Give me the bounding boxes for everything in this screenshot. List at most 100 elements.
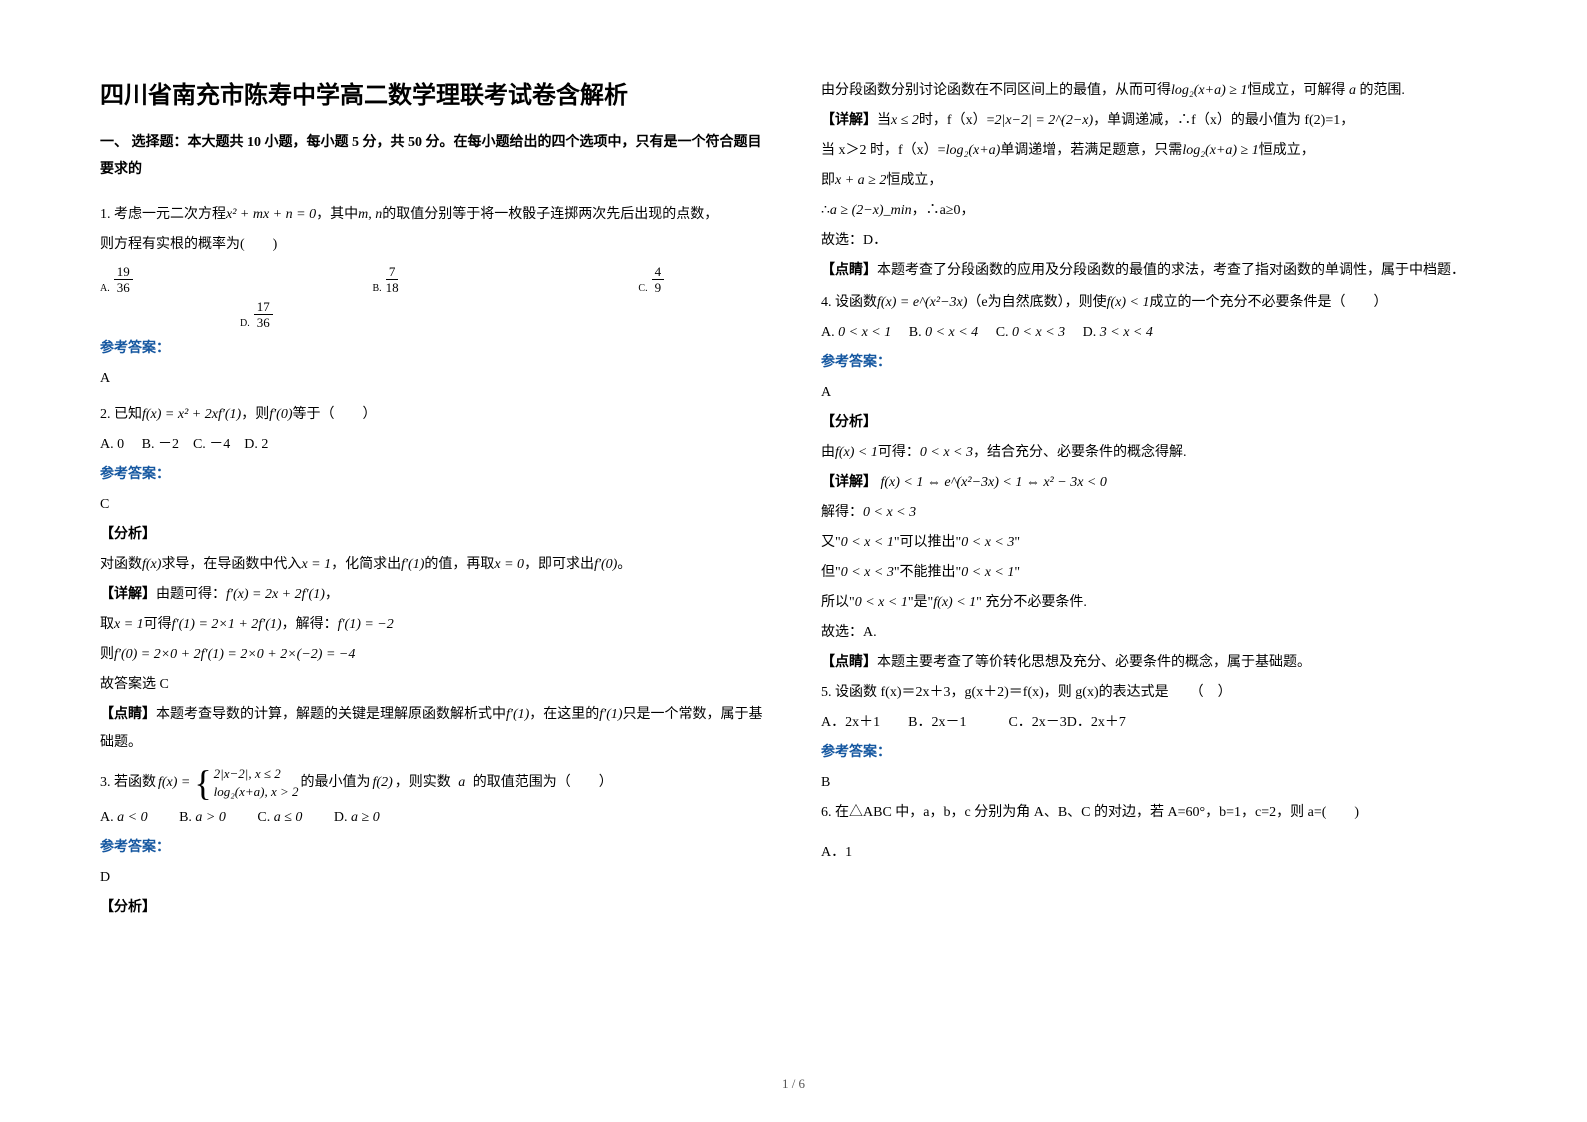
- q6-stem: 6. 在△ABC 中，a，b，c 分别为角 A、B、C 的对边，若 A=60°，…: [821, 799, 1487, 827]
- q4-options: A. 0 < x < 1 B. 0 < x < 4 C. 0 < x < 3 D…: [821, 319, 1487, 347]
- q2-comment-label: 【点睛】: [100, 707, 156, 722]
- q5-opts: A．2x＋1 B．2x－1 C．2x－3D．2x＋7: [821, 709, 1487, 737]
- q4-optC: 0 < x < 3: [1012, 325, 1065, 340]
- q3-r-comment-label: 【点睛】: [821, 263, 877, 278]
- q3-rd4-f: a ≥ (2−x)_min: [830, 203, 912, 218]
- q3-stem-b: 的最小值为: [301, 769, 371, 797]
- q3-optC-label: C.: [257, 810, 270, 825]
- q2-stem-a: 2. 已知: [100, 407, 142, 422]
- q2-f: f(x) = x² + 2xf′(1): [142, 407, 241, 422]
- q4-d5-f2: f(x) < 1: [933, 595, 976, 610]
- q4-d6: 故选：A.: [821, 619, 1487, 647]
- q5-answer: B: [821, 769, 1487, 797]
- q4-d2-a: 解得：: [821, 505, 863, 520]
- q4-d4-f1: 0 < x < 3: [841, 565, 894, 580]
- q2-stem-b: ，则: [241, 407, 269, 422]
- q4-d3-f2: 0 < x < 3: [961, 535, 1014, 550]
- q3-rd1-b: 时，f（x）=: [919, 113, 995, 128]
- q3-piecewise: f(x) = { 2|x−2|, x ≤ 2 log₂(x+a), x > 2: [158, 765, 299, 801]
- q4-an-f: f(x) < 1: [835, 445, 878, 460]
- q1-optA-label: A.: [100, 283, 110, 294]
- q2-a1-f: 。: [617, 557, 631, 572]
- q3-rd3-f: x + a ≥ 2: [835, 173, 886, 188]
- q2-c-a: 本题考查导数的计算，解题的关键是理解原函数解析式中: [156, 707, 506, 722]
- q3-rd1-f2: 2|x−2| = 2^(2−x): [994, 113, 1093, 128]
- q2-c-b: ，在这里的: [529, 707, 599, 722]
- q4-optA: 0 < x < 1: [838, 325, 891, 340]
- q1-stem-a: 1. 考虑一元二次方程: [100, 207, 226, 222]
- q3-answer: D: [100, 864, 766, 892]
- q2-c-f1: f′(1): [506, 707, 529, 722]
- q4-optB-label: B.: [909, 325, 922, 340]
- q4-d3-c: ": [1014, 535, 1020, 550]
- q3-rd4-b: ，∴a≥0，: [912, 203, 975, 218]
- q3-stem-c: ，则实数: [395, 769, 451, 797]
- q3-optA: a < 0: [117, 810, 147, 825]
- q2-a1-f4: x = 0: [494, 557, 524, 572]
- q2-d2-f2: f′(1) = 2×1 + 2f′(1): [172, 617, 282, 632]
- q3-rd3-a: 即: [821, 173, 835, 188]
- q1-stem-c: 的取值分别等于将一枚骰子连掷两次先后出现的点数，: [382, 207, 718, 222]
- q2-d1-f: f′(x) = 2x + 2f′(1): [226, 587, 325, 602]
- q3-rd2-c: 恒成立，: [1259, 143, 1315, 158]
- q2-d2-b: 可得: [144, 617, 172, 632]
- q2-opts: A. 0 B. －2 C. －4 D. 2: [100, 431, 766, 459]
- q2-a1-f2: x = 1: [301, 557, 331, 572]
- q3-stem-d: 的取值范围为（ ）: [473, 769, 613, 797]
- q3-case1: 2|x−2|, x ≤ 2: [214, 765, 299, 783]
- question-2: 2. 已知f(x) = x² + 2xf′(1)，则f′(0)等于（ ） A. …: [100, 401, 766, 757]
- q3-optB: a > 0: [195, 810, 225, 825]
- q2-a1-a: 对函数: [100, 557, 142, 572]
- left-column: 四川省南充市陈寿中学高二数学理联考试卷含解析 一、 选择题：本大题共 10 小题…: [100, 75, 766, 924]
- q2-a1-f3: f′(1): [401, 557, 424, 572]
- q4-d4-b: "不能推出": [894, 565, 961, 580]
- q2-a1-d: 的值，再取: [424, 557, 494, 572]
- q2-d2-f3: f′(1) = −2: [338, 617, 394, 632]
- q1-answer-label: 参考答案：: [100, 335, 766, 363]
- q4-d3-a: 又": [821, 535, 841, 550]
- q3-rd1-f1: x ≤ 2: [891, 113, 919, 128]
- q2-stem-c: 等于（ ）: [293, 407, 377, 422]
- q4-an-a: 由: [821, 445, 835, 460]
- q4-d5-b: "是": [908, 595, 933, 610]
- q4-an-f2: 0 < x < 3: [920, 445, 973, 460]
- q1-optB-frac: 718: [386, 265, 399, 294]
- q4-optD-label: D.: [1083, 325, 1097, 340]
- right-column: 由分段函数分别讨论函数在不同区间上的最值，从而可得log₂(x+a) ≥ 1恒成…: [821, 75, 1487, 924]
- q4-stem-a: 4. 设函数: [821, 295, 877, 310]
- q4-detail-label: 【详解】: [821, 475, 877, 490]
- q4-d2-f: 0 < x < 3: [863, 505, 916, 520]
- q6-optA: A．1: [821, 839, 1487, 867]
- q3-rd5: 故选：D．: [821, 227, 1487, 255]
- q3-rd1-a: 当: [877, 113, 891, 128]
- q3-r-comment: 本题考查了分段函数的应用及分段函数的最值的求法，考查了指对函数的单调性，属于中档…: [877, 263, 1465, 278]
- question-5: 5. 设函数 f(x)＝2x＋3，g(x＋2)＝f(x)，则 g(x)的表达式是…: [821, 679, 1487, 797]
- q3-stem-a: 3. 若函数: [100, 769, 156, 797]
- q2-d3-a: 则: [100, 647, 114, 662]
- q2-a1-f1: f(x): [142, 557, 161, 572]
- q4-comment-label: 【点睛】: [821, 655, 877, 670]
- exam-title: 四川省南充市陈寿中学高二数学理联考试卷含解析: [100, 75, 766, 110]
- q4-optC-label: C.: [996, 325, 1009, 340]
- q3-r1-ai: a: [1349, 83, 1356, 98]
- q1-optD-label: D.: [240, 318, 250, 329]
- q4-stem-b: （e为自然底数），则使: [967, 295, 1106, 310]
- q5-answer-label: 参考答案：: [821, 739, 1487, 767]
- question-6: 6. 在△ABC 中，a，b，c 分别为角 A、B、C 的对边，若 A=60°，…: [821, 799, 1487, 867]
- q4-d1-f: f(x) < 1 ⇔ e^(x²−3x) < 1 ⇔ x² − 3x < 0: [881, 475, 1107, 490]
- q4-d5-a: 所以": [821, 595, 855, 610]
- q3-options: A. a < 0 B. a > 0 C. a ≤ 0 D. a ≥ 0: [100, 804, 766, 832]
- q3-rd1-c: ，单调递减，∴f（x）的最小值为 f(2)=1，: [1093, 113, 1354, 128]
- q2-detail-label: 【详解】: [100, 587, 156, 602]
- q3-case2: log₂(x+a), x > 2: [214, 783, 299, 801]
- q4-d4-c: ": [1014, 565, 1020, 580]
- q1-formula-2: m, n: [358, 207, 382, 222]
- q3-optC: a ≤ 0: [274, 810, 303, 825]
- q4-d5-c: " 充分不必要条件.: [976, 595, 1087, 610]
- q1-optC-frac: 49: [652, 265, 665, 294]
- question-3: 3. 若函数 f(x) = { 2|x−2|, x ≤ 2 log₂(x+a),…: [100, 765, 766, 921]
- q2-a1-b: 求导，在导函数中代入: [161, 557, 301, 572]
- q3-continued: 由分段函数分别讨论函数在不同区间上的最值，从而可得log₂(x+a) ≥ 1恒成…: [821, 77, 1487, 285]
- q1-options-row-2: D. 1736: [100, 300, 766, 329]
- q2-d2-c: ，解得：: [282, 617, 338, 632]
